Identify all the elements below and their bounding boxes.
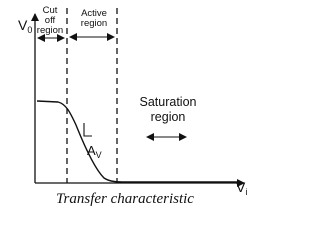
slope-label: AV	[87, 143, 102, 160]
page: V0 Vi AV Cut off region Active region Satur…	[18, 5, 248, 207]
diagram: V0 Vi AV Cut off region Active region Satur…	[18, 5, 247, 207]
slope-marker	[83, 123, 92, 137]
x-axis-label: Vi	[236, 179, 247, 197]
region-label: Cut off region	[37, 5, 63, 36]
caption: Transfer characteristic	[56, 191, 194, 207]
y-axis-label: V0	[18, 17, 32, 35]
region-label: Saturation region	[140, 95, 197, 124]
region-label: Active region	[81, 8, 107, 29]
transfer-curve	[36, 100, 240, 183]
